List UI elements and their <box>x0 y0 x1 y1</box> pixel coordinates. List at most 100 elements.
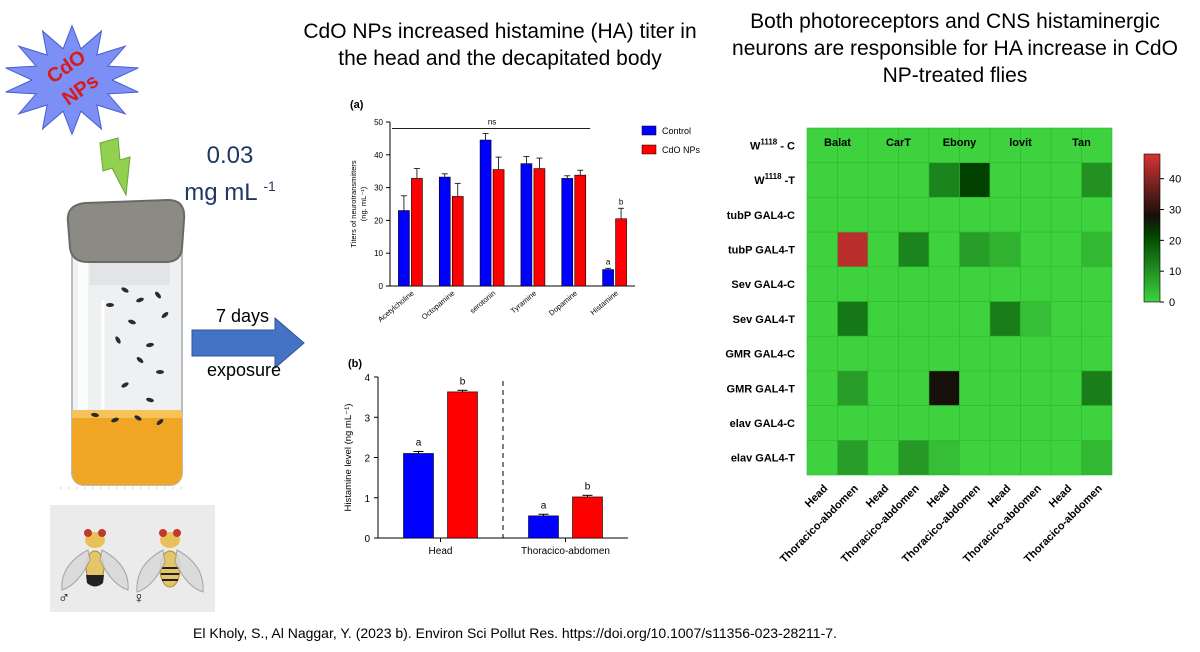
heatmap-cell <box>837 301 869 337</box>
heatmap-row-label: GMR GAL4-C <box>725 349 795 361</box>
heatmap-row-label: elav GAL4-T <box>731 453 795 465</box>
bar-cdo-nps <box>572 496 603 539</box>
y-tick-label-b: 0 <box>364 534 370 545</box>
heatmap-cell <box>1050 197 1082 233</box>
heatmap-cell <box>898 405 930 441</box>
heatmap-cell <box>806 439 838 476</box>
y-axis-label-a-2: (ng. mL⁻¹) <box>359 186 368 221</box>
heatmap-group-label: Tan <box>1072 137 1091 149</box>
heatmap-cell <box>898 162 930 198</box>
heatmap-cell <box>928 301 960 337</box>
y-tick-label-a: 30 <box>374 184 383 193</box>
heatmap-row-label: Sev GAL4-C <box>731 279 795 291</box>
heatmap-cell <box>898 231 930 268</box>
sig-letter: b <box>460 376 466 387</box>
ns-label: ns <box>488 118 496 127</box>
legend-swatch <box>641 125 657 136</box>
heatmap-cell <box>928 405 960 441</box>
panel-label-a: (a) <box>350 99 364 111</box>
heatmap-cell <box>837 370 869 406</box>
sig-letter: b <box>585 481 591 492</box>
heatmap-cell <box>806 162 838 198</box>
bar-control <box>398 210 410 287</box>
heatmap-cell <box>959 405 991 441</box>
y-tick-label-b: 2 <box>364 454 370 465</box>
heatmap-cell <box>1050 162 1082 198</box>
heatmap-cell <box>867 370 899 406</box>
heatmap-cell <box>1081 127 1113 164</box>
heatmap-group-label: CarT <box>886 137 911 149</box>
colorbar-tick-label: 40 <box>1169 174 1181 186</box>
heatmap-cell <box>806 301 838 337</box>
heatmap-cell <box>806 335 838 372</box>
y-tick-label-a: 0 <box>379 282 384 291</box>
heatmap-cell <box>1020 162 1052 198</box>
heatmap-row-label: W1118 - C <box>750 137 795 152</box>
heatmap-group-label: Balat <box>824 137 851 149</box>
heatmap-cell <box>928 266 960 302</box>
heatmap-chart: W1118 - C W1118 -T tubP GAL4-C tubP GAL4-T S… <box>725 127 1181 565</box>
heatmap-cell <box>1020 405 1052 441</box>
y-tick-label-a: 40 <box>374 151 383 160</box>
heatmap-cell <box>867 266 899 302</box>
heatmap-cell <box>806 266 838 302</box>
heatmap-col-label: Head <box>925 483 953 511</box>
y-tick-label-b: 3 <box>364 413 370 424</box>
heatmap-cell <box>989 301 1021 337</box>
heatmap-cell <box>898 370 930 406</box>
heatmap-cell <box>806 370 838 406</box>
bar-control <box>561 178 574 287</box>
x-tick-label-a: serotonin <box>468 289 497 316</box>
dose-value: 0.03 <box>206 142 254 169</box>
heatmap-col-label: Head <box>864 483 892 511</box>
heatmap-cell <box>928 439 960 476</box>
heatmap-cell <box>867 197 899 233</box>
heatmap-cell <box>959 197 991 233</box>
heatmap-cell <box>928 162 960 198</box>
heatmap-cell <box>898 301 930 337</box>
heatmap-cell <box>928 197 960 233</box>
heatmap-cell <box>837 405 869 441</box>
heatmap-cell <box>989 197 1021 233</box>
x-tick-label-b: Thoracico-abdomen <box>521 546 610 557</box>
heatmap-cell <box>928 231 960 268</box>
heatmap-row-label: GMR GAL4-T <box>727 383 796 395</box>
y-axis-label-a-1: Titers of neurotransmitters <box>349 160 358 247</box>
heatmap-col-label: Head <box>986 483 1014 511</box>
heatmap-cell <box>1020 301 1052 337</box>
y-tick-label-a: 50 <box>374 118 383 127</box>
heatmap-cell <box>1050 335 1082 372</box>
heatmap-cell <box>837 266 869 302</box>
heatmap-cell <box>1020 231 1052 268</box>
heatmap-cell <box>1050 439 1082 476</box>
bar-control <box>520 163 533 287</box>
heatmap-cell <box>1081 197 1113 233</box>
heatmap-cell <box>1081 439 1113 476</box>
heatmap-cell <box>1081 231 1113 268</box>
heatmap-cell <box>959 335 991 372</box>
neurotransmitter-bar-chart: (a) 0 10 20 30 40 50 Titers of neurotransmitter… <box>349 99 701 324</box>
heatmap-cell <box>837 162 869 198</box>
heatmap-cell <box>1020 370 1052 406</box>
arrow-label-days: 7 days <box>216 306 270 326</box>
male-fly-icon <box>61 529 129 591</box>
heatmap-cell <box>806 127 838 164</box>
y-tick-label-a: 10 <box>374 249 383 258</box>
bar-control <box>602 269 614 287</box>
legend-label: CdO NPs <box>662 145 701 155</box>
heatmap-cell <box>806 405 838 441</box>
y-tick-label-b: 4 <box>364 373 370 384</box>
heatmap-cell <box>1020 266 1052 302</box>
heatmap-row-label: tubP GAL4-C <box>727 210 795 222</box>
heatmap-cell <box>898 197 930 233</box>
colorbar-tick-label: 20 <box>1169 235 1181 247</box>
sig-letter-b: b <box>619 197 624 206</box>
heatmap-row-label: W1118 -T <box>754 172 795 187</box>
heatmap-cell <box>989 162 1021 198</box>
x-tick-label-a: Tyramine <box>509 289 538 316</box>
legend-swatch <box>641 144 657 155</box>
heatmap-cell <box>959 162 991 198</box>
heatmap-cell <box>989 266 1021 302</box>
heatmap-group-label: lovit <box>1009 137 1032 149</box>
bar-control <box>438 176 451 287</box>
